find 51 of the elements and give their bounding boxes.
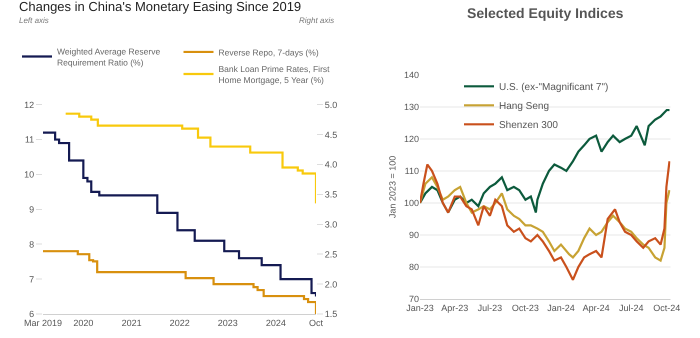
x-tick-label: Oct	[308, 318, 324, 328]
legend-label: Hang Seng	[499, 101, 550, 112]
x-tick-label: Oct-23	[512, 302, 539, 313]
y-tick-label: 130	[404, 102, 419, 112]
legend-label: Shenzen 300	[499, 120, 558, 132]
y-axis-title: Jan 2023 = 100	[387, 156, 398, 218]
y2-tick-label: 5.0	[324, 100, 338, 110]
x-tick-label: Jan-24	[547, 302, 575, 313]
y-tick-label: 100	[404, 198, 419, 208]
y2-tick-label: 4.5	[324, 130, 338, 140]
x-tick-label: 2021	[122, 318, 142, 328]
y-tick-label: 110	[404, 166, 419, 176]
x-tick-label: 2024	[266, 318, 286, 328]
y-tick-label: 7	[29, 274, 34, 284]
x-tick-label: 2023	[218, 318, 238, 328]
x-tick-label: Jul-24	[618, 302, 644, 313]
y-tick-label: 140	[404, 70, 419, 80]
legend-label: Weighted Average Reserve Requirement Ratio (%)	[57, 46, 160, 68]
y-tick-label: 120	[404, 134, 419, 144]
chart-title: Changes in China's Monetary Easing Since 2019	[19, 0, 302, 14]
y2-tick-label: 2.5	[324, 249, 338, 260]
chart-title: Selected Equity Indices	[467, 5, 624, 21]
x-tick-label: 2020	[73, 318, 94, 328]
y-tick-label: 8	[29, 239, 34, 250]
line-series	[420, 160, 670, 281]
y-tick-label: 12	[24, 100, 34, 110]
y-tick-label: 6	[29, 309, 34, 320]
y-tick-label: 11	[24, 134, 34, 145]
x-tick-label: Oct-24	[653, 302, 680, 313]
text: Right axis	[299, 16, 334, 25]
x-tick-label: Mar 2019	[24, 318, 62, 328]
y-tick-label: 9	[29, 204, 34, 214]
y-tick-label: 70	[408, 294, 419, 304]
y-tick-label: 90	[408, 230, 419, 240]
x-tick-label: 2022	[170, 318, 190, 328]
y2-tick-label: 1.5	[324, 309, 338, 320]
y2-tick-label: 4.0	[324, 160, 338, 170]
line-series	[420, 176, 670, 262]
x-tick-label: Apr-24	[582, 302, 610, 313]
text: Left axis	[19, 16, 49, 25]
x-tick-label: Jan-23	[406, 302, 434, 313]
legend-label: Bank Loan Prime Rates, First Home Mortgage, 5 Year (%)	[218, 64, 330, 85]
y2-tick-label: 3.5	[324, 190, 338, 200]
legend-label: U.S. (ex-"Magnificant 7")	[499, 82, 608, 94]
y2-tick-label: 3.0	[324, 219, 338, 230]
x-tick-label: Jul-23	[478, 302, 502, 313]
y2-tick-label: 2.0	[324, 279, 338, 290]
y-tick-label: 10	[24, 170, 34, 180]
y-tick-label: 80	[408, 262, 419, 272]
legend-label: Reverse Repo, 7-days (%)	[218, 47, 319, 58]
x-tick-label: Apr-23	[441, 302, 468, 313]
